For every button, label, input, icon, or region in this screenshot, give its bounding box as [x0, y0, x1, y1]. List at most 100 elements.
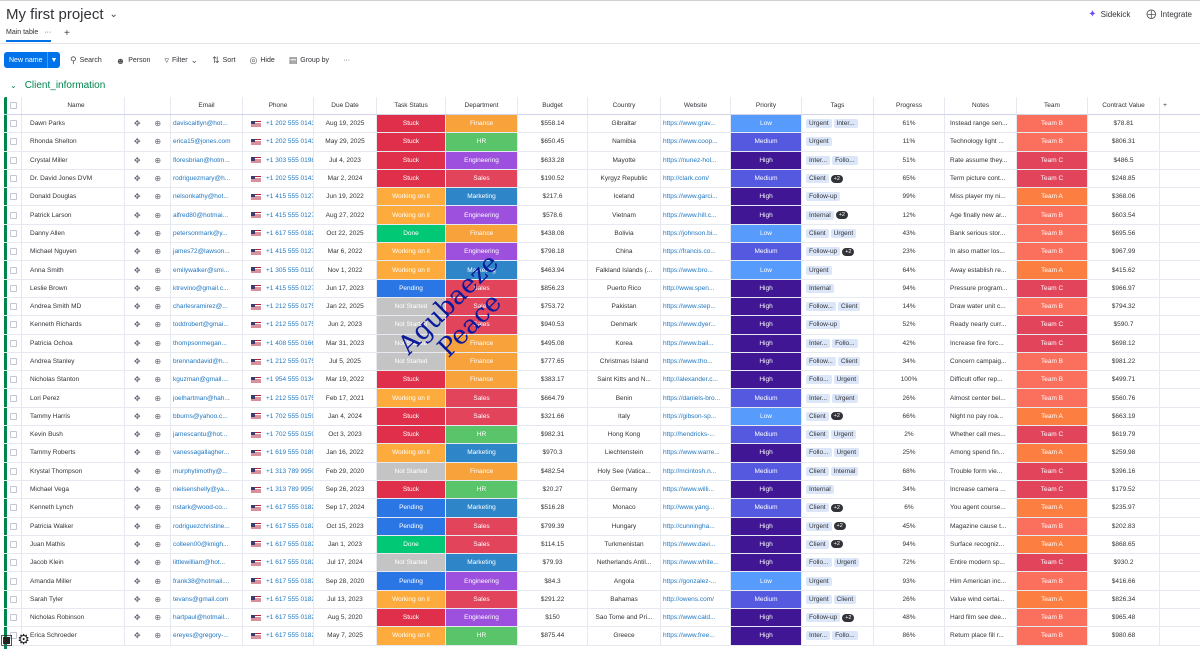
contract-value-cell[interactable]: $368.06: [1088, 188, 1160, 206]
more-tags-badge[interactable]: +2: [830, 412, 843, 421]
contract-value-cell[interactable]: $560.76: [1088, 389, 1160, 407]
tags-cell[interactable]: Internal +2: [802, 206, 874, 224]
budget-cell[interactable]: $753.72: [518, 297, 588, 316]
tag-chip[interactable]: Internal: [806, 485, 834, 495]
move-icon[interactable]: ✥: [133, 155, 141, 165]
priority-label[interactable]: High: [731, 554, 802, 572]
tag-chip[interactable]: Inter...: [833, 119, 858, 129]
tag-chip[interactable]: Follo...: [832, 631, 858, 641]
status-label[interactable]: Stuck: [377, 371, 446, 389]
team-label[interactable]: Team A: [1017, 188, 1088, 206]
tag-chip[interactable]: Follow-up: [806, 613, 841, 623]
add-update-icon[interactable]: ⊕: [154, 119, 162, 129]
item-name[interactable]: Anna Smith: [22, 261, 125, 279]
row-checkbox[interactable]: [9, 211, 17, 219]
add-update-icon[interactable]: ⊕: [154, 155, 162, 165]
email-cell[interactable]: thompsonmegan...: [171, 334, 243, 352]
phone-number[interactable]: +1 617 555 0182: [266, 229, 314, 237]
email-cell[interactable]: kguzman@gmail....: [171, 371, 243, 389]
notes-cell[interactable]: Return place fill r...: [945, 627, 1017, 645]
team-label[interactable]: Team B: [1017, 243, 1088, 261]
contract-value-cell[interactable]: $235.97: [1088, 499, 1160, 517]
email-cell[interactable]: vanessagallagher...: [171, 444, 243, 462]
website-link[interactable]: https://www.step...: [661, 297, 731, 316]
priority-label[interactable]: High: [731, 444, 802, 462]
tag-chip[interactable]: Client: [806, 539, 829, 549]
department-label[interactable]: Finance: [446, 462, 518, 480]
phone-cell[interactable]: +1 212 555 0175: [243, 389, 314, 407]
tab-main-table[interactable]: Main table ···: [6, 29, 52, 42]
budget-cell[interactable]: $482.54: [518, 462, 588, 480]
status-label[interactable]: Not Started: [377, 316, 446, 334]
contract-value-cell[interactable]: $967.99: [1088, 243, 1160, 261]
website-link[interactable]: https://francis.co...: [661, 243, 731, 261]
due-date-cell[interactable]: Jun 17, 2023: [314, 279, 377, 297]
row-checkbox-cell[interactable]: [4, 535, 22, 554]
phone-cell[interactable]: +1 617 555 0182: [243, 517, 314, 535]
phone-cell[interactable]: +1 313 789 9950: [243, 480, 314, 499]
tag-chip[interactable]: Internal: [830, 466, 859, 476]
phone-cell[interactable]: +1 617 555 0182: [243, 535, 314, 554]
column-header[interactable]: Website: [661, 97, 731, 114]
priority-label[interactable]: High: [731, 480, 802, 499]
priority-label[interactable]: High: [731, 334, 802, 352]
department-label[interactable]: Engineering: [446, 609, 518, 627]
team-label[interactable]: Team C: [1017, 279, 1088, 297]
priority-label[interactable]: Low: [731, 572, 802, 590]
department-label[interactable]: Marketing: [446, 499, 518, 517]
team-label[interactable]: Team B: [1017, 572, 1088, 590]
notes-cell[interactable]: Away establish re...: [945, 261, 1017, 279]
notes-cell[interactable]: Difficult offer rep...: [945, 371, 1017, 389]
status-label[interactable]: Working on it: [377, 206, 446, 224]
country-cell[interactable]: Holy See (Vatica...: [588, 462, 661, 480]
column-header[interactable]: Budget: [518, 97, 588, 114]
notes-cell[interactable]: In also matter los...: [945, 243, 1017, 261]
phone-number[interactable]: +1 212 555 0175: [266, 394, 314, 402]
more-tags-badge[interactable]: +2: [842, 613, 855, 622]
row-checkbox-cell[interactable]: [4, 590, 22, 609]
column-header[interactable]: Phone: [243, 97, 314, 114]
row-checkbox-cell[interactable]: [4, 407, 22, 426]
add-update-icon[interactable]: ⊕: [154, 320, 162, 330]
add-update-icon[interactable]: ⊕: [154, 613, 162, 623]
email-cell[interactable]: james72@lawson...: [171, 243, 243, 261]
country-cell[interactable]: Sao Tome and Pri...: [588, 609, 661, 627]
status-label[interactable]: Pending: [377, 279, 446, 297]
priority-label[interactable]: Low: [731, 261, 802, 279]
due-date-cell[interactable]: Aug 19, 2025: [314, 115, 377, 133]
country-cell[interactable]: Germany: [588, 480, 661, 499]
item-name[interactable]: Andrea Stanley: [22, 352, 125, 371]
phone-cell[interactable]: +1 202 555 0143: [243, 133, 314, 151]
phone-cell[interactable]: +1 415 555 0127: [243, 243, 314, 261]
contract-value-cell[interactable]: $794.32: [1088, 297, 1160, 316]
website-link[interactable]: http://www.spen...: [661, 279, 731, 297]
department-label[interactable]: Sales: [446, 279, 518, 297]
team-label[interactable]: Team C: [1017, 462, 1088, 480]
phone-number[interactable]: +1 202 555 0143: [266, 175, 314, 183]
team-label[interactable]: Team A: [1017, 444, 1088, 462]
item-name[interactable]: Patrick Larson: [22, 206, 125, 224]
status-label[interactable]: Stuck: [377, 133, 446, 151]
row-checkbox-cell[interactable]: [4, 426, 22, 444]
due-date-cell[interactable]: May 29, 2025: [314, 133, 377, 151]
email-cell[interactable]: petersonmark@y...: [171, 224, 243, 243]
website-link[interactable]: https://www.coop...: [661, 133, 731, 151]
website-link[interactable]: http://cunningha...: [661, 517, 731, 535]
move-icon[interactable]: ✥: [133, 631, 141, 641]
status-label[interactable]: Stuck: [377, 426, 446, 444]
tags-cell[interactable]: Urgent: [802, 572, 874, 590]
row-checkbox-cell[interactable]: [4, 480, 22, 499]
tags-cell[interactable]: Urgent +2: [802, 517, 874, 535]
phone-number[interactable]: +1 415 555 0127: [266, 248, 314, 256]
contract-value-cell[interactable]: $486.5: [1088, 151, 1160, 169]
priority-label[interactable]: Low: [731, 224, 802, 243]
website-link[interactable]: http://clark.com/: [661, 169, 731, 188]
notes-cell[interactable]: Value wind certai...: [945, 590, 1017, 609]
department-label[interactable]: HR: [446, 133, 518, 151]
group-header[interactable]: ⌄ Client_information: [10, 80, 105, 91]
website-link[interactable]: http://alexander.c...: [661, 371, 731, 389]
team-label[interactable]: Team B: [1017, 115, 1088, 133]
budget-cell[interactable]: $777.65: [518, 352, 588, 371]
phone-cell[interactable]: +1 617 555 0182: [243, 609, 314, 627]
contract-value-cell[interactable]: $826.34: [1088, 590, 1160, 609]
